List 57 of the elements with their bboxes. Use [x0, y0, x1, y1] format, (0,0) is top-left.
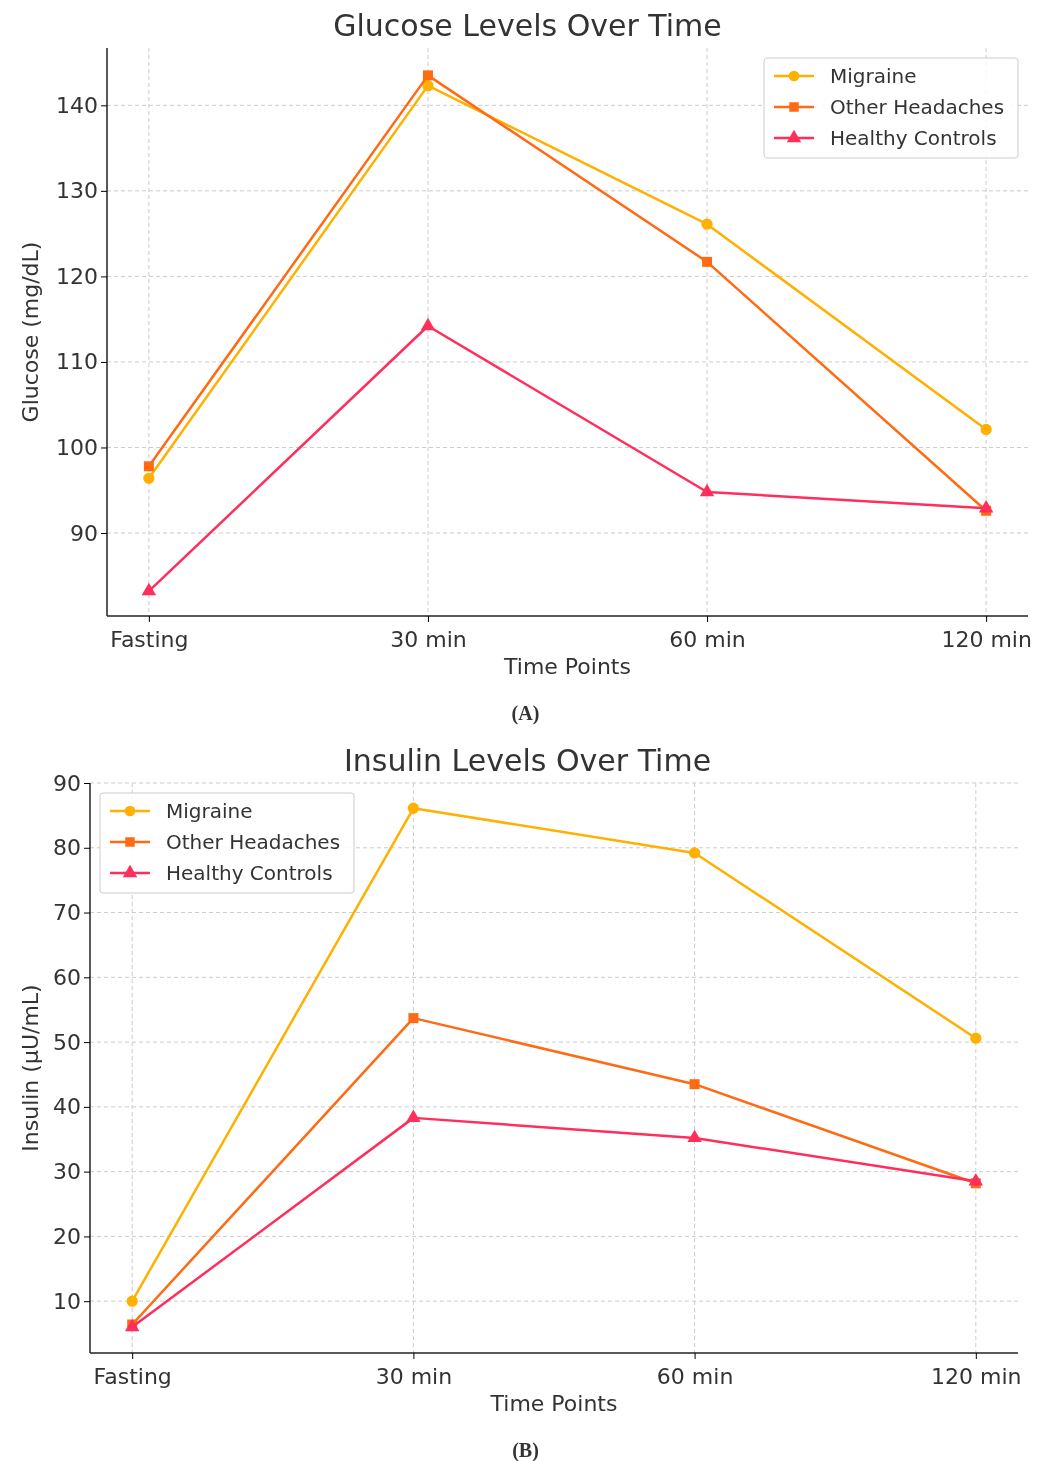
point — [702, 256, 713, 267]
legend-label: Migraine — [166, 799, 253, 823]
y-tick-label: 110 — [56, 349, 98, 375]
x-tick-label: 60 min — [656, 1364, 734, 1389]
point — [699, 483, 715, 497]
x-axis-title: Time Points — [489, 1391, 618, 1416]
legend-label: Other Headaches — [166, 830, 341, 854]
point — [422, 70, 433, 81]
point — [689, 1079, 700, 1090]
point — [970, 1032, 982, 1044]
text: (B) — [512, 1439, 539, 1461]
legend-label: Healthy Controls — [166, 861, 333, 885]
point — [968, 1173, 984, 1186]
y-tick-label: 140 — [56, 92, 98, 118]
point — [688, 847, 701, 859]
y-tick-label: 90 — [70, 520, 98, 546]
point — [143, 472, 155, 484]
point — [143, 461, 154, 472]
point — [422, 80, 434, 92]
y-tick-label: 60 — [53, 964, 81, 990]
legend-label: Healthy Controls — [830, 126, 997, 150]
x-tick-label: 30 min — [375, 1364, 453, 1389]
y-tick-label: 30 — [53, 1159, 81, 1185]
y-tick-label: 90 — [53, 770, 81, 796]
x-tick-label: 120 min — [931, 1364, 1022, 1389]
y-axis-title: Glucose (mg/dL) — [18, 241, 43, 423]
x-tick-label: 30 min — [390, 627, 467, 652]
legend-label: Other Headaches — [830, 95, 1005, 119]
legend-label: Migraine — [830, 64, 917, 88]
y-tick-label: 50 — [53, 1029, 81, 1055]
point — [701, 218, 713, 230]
point — [420, 317, 436, 331]
y-tick-label: 120 — [56, 263, 98, 289]
y-axis-title: Insulin (μU/mL) — [18, 984, 43, 1152]
x-tick-label: Fasting — [110, 627, 189, 652]
y-tick-label: 20 — [53, 1223, 81, 1249]
chart-title: Insulin Levels Over Time — [343, 743, 712, 778]
y-tick-label: 10 — [53, 1288, 81, 1314]
y-tick-label: 70 — [53, 900, 81, 926]
point — [408, 1013, 419, 1024]
point — [126, 1295, 138, 1307]
point — [687, 1129, 702, 1143]
x-tick-label: 60 min — [669, 627, 746, 652]
y-tick-label: 40 — [53, 1094, 81, 1120]
point — [978, 499, 994, 513]
chart-title: Glucose Levels Over Time — [333, 8, 722, 43]
point — [141, 582, 157, 596]
x-axis-title: Time Points — [503, 654, 631, 679]
text: (A) — [511, 702, 540, 725]
x-tick-label: Fasting — [93, 1364, 172, 1389]
y-tick-label: 130 — [56, 178, 98, 204]
y-tick-label: 80 — [53, 835, 81, 861]
x-tick-label: 120 min — [941, 627, 1032, 652]
point — [406, 1109, 421, 1123]
point — [980, 423, 992, 436]
y-tick-label: 100 — [56, 435, 98, 461]
point — [407, 802, 420, 814]
